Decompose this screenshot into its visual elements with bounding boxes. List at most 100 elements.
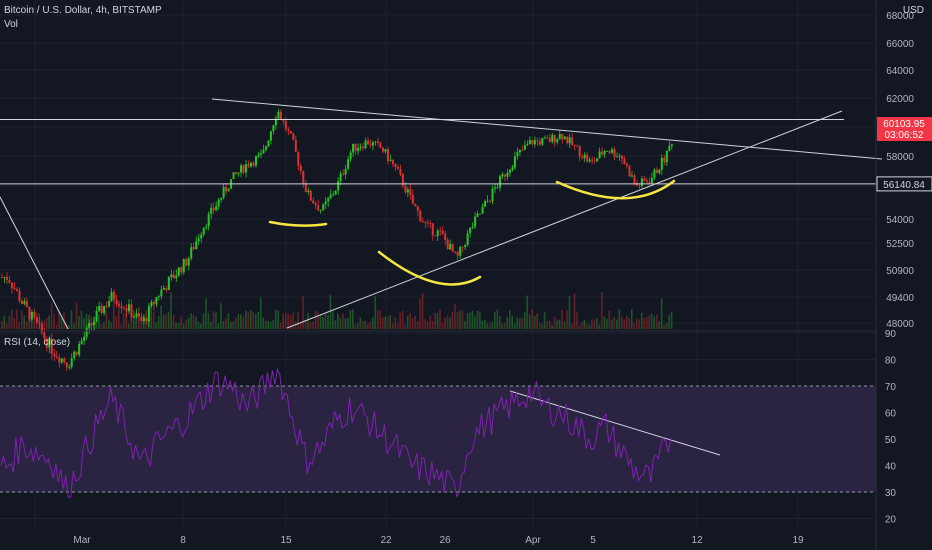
candle-body — [628, 165, 631, 177]
rsi-label[interactable]: RSI (14, close) — [4, 337, 71, 348]
volume-bar — [127, 323, 130, 329]
candle-body — [401, 174, 404, 186]
candle-body — [566, 136, 569, 144]
candle-body — [262, 149, 265, 154]
candle-body — [237, 172, 240, 174]
candle-body — [85, 327, 88, 337]
volume-bar — [299, 323, 302, 329]
candle-body — [170, 274, 173, 278]
candle-body — [536, 140, 539, 142]
candle-body — [548, 138, 551, 142]
volume-bar — [513, 323, 516, 329]
candle-body — [242, 165, 245, 173]
candle-body — [429, 222, 432, 224]
volume-bar — [578, 324, 581, 329]
candle-body — [633, 175, 636, 183]
candle-body — [319, 210, 322, 211]
candle-body — [252, 162, 255, 166]
candle-body — [638, 185, 641, 187]
volume-bar — [434, 312, 436, 329]
candle-body — [421, 221, 424, 223]
candle-body — [576, 145, 579, 147]
candle-body — [172, 274, 175, 279]
candle-body — [598, 151, 601, 159]
candle-body — [593, 160, 596, 162]
volume-bar — [548, 320, 551, 329]
candle-body — [33, 311, 36, 318]
volume-bar — [8, 316, 11, 329]
time-axis-label: Apr — [525, 535, 541, 546]
candle-body — [344, 168, 347, 175]
candle-body — [289, 130, 292, 134]
candle-body — [489, 200, 492, 202]
rsi-axis-label: 70 — [885, 382, 897, 393]
volume-bar — [125, 309, 128, 329]
candle-body — [352, 143, 355, 153]
volume-bar — [474, 316, 476, 329]
candle-body — [277, 111, 280, 119]
candle-body — [434, 235, 437, 237]
volume-bar — [339, 318, 342, 329]
volume-bar — [190, 313, 192, 329]
candle-body — [68, 366, 71, 368]
volume-bar — [359, 317, 362, 329]
volume-bar — [391, 322, 394, 329]
candle-body — [541, 138, 544, 145]
left-trendline — [0, 196, 69, 330]
candle-body — [670, 144, 673, 146]
candle-body — [88, 323, 91, 328]
candle-body — [274, 118, 277, 126]
candle-body — [516, 152, 519, 157]
candle-body — [439, 230, 442, 232]
candle-body — [349, 152, 352, 160]
volume-bar — [192, 315, 195, 329]
candle-body — [322, 204, 325, 211]
price-axis-label: 48000 — [886, 319, 914, 330]
volume-bar — [655, 314, 658, 329]
volume-bar — [588, 324, 591, 329]
volume-bar — [160, 305, 162, 329]
candle-body — [65, 362, 68, 368]
volume-label[interactable]: Vol — [4, 19, 18, 30]
volume-bar — [591, 319, 593, 329]
volume-bar — [83, 317, 85, 329]
candle-body — [125, 308, 128, 312]
candle-body — [466, 233, 469, 246]
volume-bar — [523, 312, 526, 329]
candle-body — [162, 288, 165, 290]
candle-body — [145, 317, 148, 322]
candle-body — [160, 289, 163, 297]
volume-bar — [205, 298, 207, 329]
volume-bar — [227, 313, 230, 329]
volume-bar — [20, 310, 23, 329]
volume-bar — [274, 309, 277, 329]
candle-body — [93, 321, 96, 326]
rsi-line — [0, 367, 672, 498]
candle-body — [294, 140, 297, 152]
volume-bar — [419, 298, 421, 329]
candle-body — [20, 300, 23, 304]
candle-body — [561, 133, 564, 140]
volume-bar — [451, 311, 454, 329]
candle-body — [543, 137, 546, 139]
candle-body — [486, 200, 489, 202]
volume-bar — [611, 319, 613, 329]
volume-bar — [364, 321, 367, 329]
volume-bar — [481, 320, 484, 329]
volume-bar — [95, 319, 98, 329]
candle-body — [376, 141, 379, 143]
candle-body — [446, 240, 449, 250]
volume-bar — [269, 322, 272, 329]
chart-title[interactable]: Bitcoin / U.S. Dollar, 4h, BITSTAMP — [4, 5, 162, 16]
volume-bar — [441, 322, 444, 329]
candle-body — [1, 277, 3, 278]
candle-body — [247, 164, 250, 167]
candle-body — [337, 181, 340, 191]
volume-bar — [118, 300, 120, 329]
volume-bar — [538, 323, 541, 329]
volume-bar — [536, 313, 538, 329]
candle-body — [8, 279, 11, 283]
volume-bar — [389, 314, 392, 329]
rsi-axis-label: 50 — [885, 435, 897, 446]
